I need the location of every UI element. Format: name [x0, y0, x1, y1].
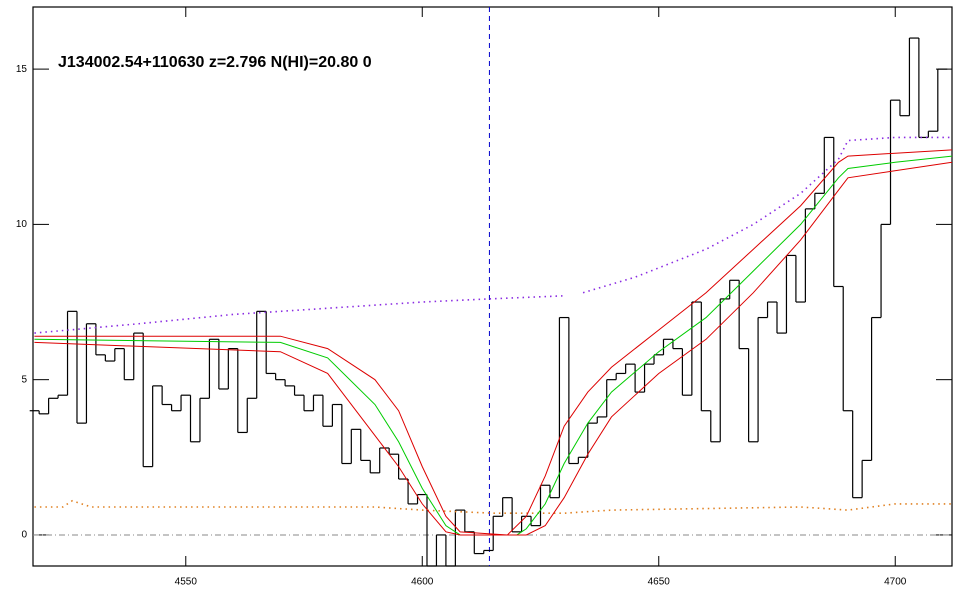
flux-connector: [38, 38, 939, 566]
series-line: [34, 161, 953, 536]
x-tick-label: 4650: [648, 577, 671, 588]
plot-frame: [32, 6, 953, 567]
y-tick-label: 0: [21, 530, 27, 541]
y-tick-label: 10: [16, 219, 28, 230]
series-line: [34, 155, 953, 536]
chart-title: J134002.54+110630 z=2.796 N(HI)=20.80 0: [58, 54, 372, 71]
y-tick-label: 15: [16, 64, 28, 75]
x-tick-label: 4700: [884, 577, 907, 588]
x-tick-label: 4600: [411, 577, 434, 588]
series-line: [34, 499, 952, 515]
y-tick-label: 5: [21, 374, 27, 385]
x-tick-label: 4550: [175, 577, 198, 588]
series-line: [34, 136, 952, 334]
series-line: [34, 149, 953, 536]
